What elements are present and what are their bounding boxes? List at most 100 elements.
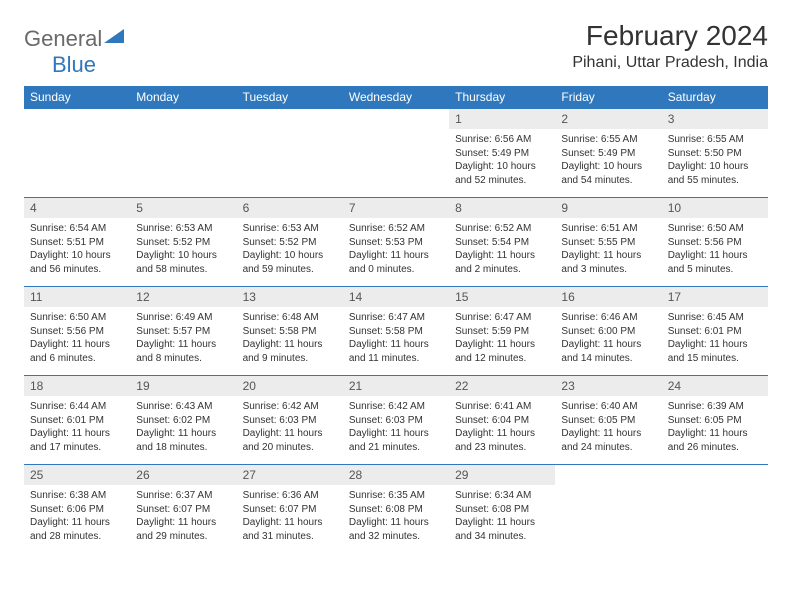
col-tuesday: Tuesday bbox=[237, 86, 343, 109]
sunrise-line: Sunrise: 6:44 AM bbox=[30, 400, 124, 414]
daylight-line: Daylight: 11 hours and 8 minutes. bbox=[136, 338, 230, 365]
col-wednesday: Wednesday bbox=[343, 86, 449, 109]
sunrise-line: Sunrise: 6:54 AM bbox=[30, 222, 124, 236]
sunrise-line: Sunrise: 6:39 AM bbox=[668, 400, 762, 414]
info-cell: Sunrise: 6:43 AMSunset: 6:02 PMDaylight:… bbox=[130, 396, 236, 465]
sunset-line: Sunset: 5:55 PM bbox=[561, 236, 655, 250]
sunset-line: Sunset: 5:59 PM bbox=[455, 325, 549, 339]
date-row: 2526272829 bbox=[24, 465, 768, 486]
sunrise-line: Sunrise: 6:47 AM bbox=[455, 311, 549, 325]
daylight-line: Daylight: 10 hours and 54 minutes. bbox=[561, 160, 655, 187]
info-cell: Sunrise: 6:48 AMSunset: 5:58 PMDaylight:… bbox=[237, 307, 343, 376]
sunrise-line: Sunrise: 6:40 AM bbox=[561, 400, 655, 414]
sunrise-line: Sunrise: 6:46 AM bbox=[561, 311, 655, 325]
sunrise-line: Sunrise: 6:43 AM bbox=[136, 400, 230, 414]
sunrise-line: Sunrise: 6:37 AM bbox=[136, 489, 230, 503]
daylight-line: Daylight: 11 hours and 12 minutes. bbox=[455, 338, 549, 365]
date-cell: 18 bbox=[24, 376, 130, 397]
info-cell bbox=[237, 129, 343, 198]
sunset-line: Sunset: 5:58 PM bbox=[349, 325, 443, 339]
sunset-line: Sunset: 6:05 PM bbox=[668, 414, 762, 428]
info-cell: Sunrise: 6:46 AMSunset: 6:00 PMDaylight:… bbox=[555, 307, 661, 376]
date-cell: 29 bbox=[449, 465, 555, 486]
date-cell: 24 bbox=[662, 376, 768, 397]
sunrise-line: Sunrise: 6:55 AM bbox=[668, 133, 762, 147]
sunrise-line: Sunrise: 6:42 AM bbox=[243, 400, 337, 414]
title-block: February 2024 Pihani, Uttar Pradesh, Ind… bbox=[572, 20, 768, 72]
daylight-line: Daylight: 11 hours and 26 minutes. bbox=[668, 427, 762, 454]
daylight-line: Daylight: 11 hours and 21 minutes. bbox=[349, 427, 443, 454]
date-row: 45678910 bbox=[24, 198, 768, 219]
info-cell: Sunrise: 6:55 AMSunset: 5:49 PMDaylight:… bbox=[555, 129, 661, 198]
daylight-line: Daylight: 11 hours and 6 minutes. bbox=[30, 338, 124, 365]
sunset-line: Sunset: 6:03 PM bbox=[349, 414, 443, 428]
info-cell: Sunrise: 6:53 AMSunset: 5:52 PMDaylight:… bbox=[130, 218, 236, 287]
sunset-line: Sunset: 5:52 PM bbox=[243, 236, 337, 250]
sunrise-line: Sunrise: 6:52 AM bbox=[455, 222, 549, 236]
sunset-line: Sunset: 5:53 PM bbox=[349, 236, 443, 250]
col-thursday: Thursday bbox=[449, 86, 555, 109]
daylight-line: Daylight: 11 hours and 24 minutes. bbox=[561, 427, 655, 454]
info-cell bbox=[555, 485, 661, 553]
sunset-line: Sunset: 6:05 PM bbox=[561, 414, 655, 428]
daylight-line: Daylight: 10 hours and 58 minutes. bbox=[136, 249, 230, 276]
date-cell bbox=[24, 109, 130, 130]
date-cell: 16 bbox=[555, 287, 661, 308]
info-cell bbox=[130, 129, 236, 198]
date-cell: 7 bbox=[343, 198, 449, 219]
sunset-line: Sunset: 6:03 PM bbox=[243, 414, 337, 428]
sunrise-line: Sunrise: 6:52 AM bbox=[349, 222, 443, 236]
logo-triangle-icon bbox=[104, 29, 124, 48]
sunset-line: Sunset: 5:51 PM bbox=[30, 236, 124, 250]
info-cell bbox=[662, 485, 768, 553]
sunset-line: Sunset: 6:01 PM bbox=[30, 414, 124, 428]
date-cell bbox=[130, 109, 236, 130]
info-cell: Sunrise: 6:35 AMSunset: 6:08 PMDaylight:… bbox=[343, 485, 449, 553]
date-cell bbox=[555, 465, 661, 486]
info-row: Sunrise: 6:44 AMSunset: 6:01 PMDaylight:… bbox=[24, 396, 768, 465]
date-cell: 10 bbox=[662, 198, 768, 219]
daylight-line: Daylight: 11 hours and 32 minutes. bbox=[349, 516, 443, 543]
sunset-line: Sunset: 6:02 PM bbox=[136, 414, 230, 428]
day-header-row: Sunday Monday Tuesday Wednesday Thursday… bbox=[24, 86, 768, 109]
date-cell: 26 bbox=[130, 465, 236, 486]
sunrise-line: Sunrise: 6:50 AM bbox=[668, 222, 762, 236]
daylight-line: Daylight: 10 hours and 52 minutes. bbox=[455, 160, 549, 187]
sunset-line: Sunset: 6:08 PM bbox=[349, 503, 443, 517]
info-cell: Sunrise: 6:42 AMSunset: 6:03 PMDaylight:… bbox=[343, 396, 449, 465]
date-cell: 15 bbox=[449, 287, 555, 308]
date-cell: 17 bbox=[662, 287, 768, 308]
sunset-line: Sunset: 5:49 PM bbox=[561, 147, 655, 161]
info-cell: Sunrise: 6:51 AMSunset: 5:55 PMDaylight:… bbox=[555, 218, 661, 287]
sunrise-line: Sunrise: 6:53 AM bbox=[243, 222, 337, 236]
date-cell: 5 bbox=[130, 198, 236, 219]
sunset-line: Sunset: 5:52 PM bbox=[136, 236, 230, 250]
daylight-line: Daylight: 11 hours and 31 minutes. bbox=[243, 516, 337, 543]
sunset-line: Sunset: 5:58 PM bbox=[243, 325, 337, 339]
info-cell: Sunrise: 6:50 AMSunset: 5:56 PMDaylight:… bbox=[662, 218, 768, 287]
info-cell: Sunrise: 6:41 AMSunset: 6:04 PMDaylight:… bbox=[449, 396, 555, 465]
sunset-line: Sunset: 6:06 PM bbox=[30, 503, 124, 517]
date-cell: 1 bbox=[449, 109, 555, 130]
sunrise-line: Sunrise: 6:56 AM bbox=[455, 133, 549, 147]
daylight-line: Daylight: 11 hours and 17 minutes. bbox=[30, 427, 124, 454]
info-cell: Sunrise: 6:34 AMSunset: 6:08 PMDaylight:… bbox=[449, 485, 555, 553]
info-row: Sunrise: 6:38 AMSunset: 6:06 PMDaylight:… bbox=[24, 485, 768, 553]
date-row: 18192021222324 bbox=[24, 376, 768, 397]
daylight-line: Daylight: 10 hours and 55 minutes. bbox=[668, 160, 762, 187]
info-cell: Sunrise: 6:38 AMSunset: 6:06 PMDaylight:… bbox=[24, 485, 130, 553]
sunrise-line: Sunrise: 6:50 AM bbox=[30, 311, 124, 325]
sunrise-line: Sunrise: 6:41 AM bbox=[455, 400, 549, 414]
daylight-line: Daylight: 11 hours and 34 minutes. bbox=[455, 516, 549, 543]
sunset-line: Sunset: 5:49 PM bbox=[455, 147, 549, 161]
date-cell: 25 bbox=[24, 465, 130, 486]
daylight-line: Daylight: 11 hours and 28 minutes. bbox=[30, 516, 124, 543]
date-cell: 8 bbox=[449, 198, 555, 219]
date-row: 123 bbox=[24, 109, 768, 130]
info-row: Sunrise: 6:54 AMSunset: 5:51 PM Daylight:… bbox=[24, 218, 768, 287]
info-cell: Sunrise: 6:37 AMSunset: 6:07 PMDaylight:… bbox=[130, 485, 236, 553]
date-cell: 27 bbox=[237, 465, 343, 486]
info-cell: Sunrise: 6:47 AMSunset: 5:59 PMDaylight:… bbox=[449, 307, 555, 376]
sunrise-line: Sunrise: 6:45 AM bbox=[668, 311, 762, 325]
daylight-line: Daylight: 11 hours and 2 minutes. bbox=[455, 249, 549, 276]
